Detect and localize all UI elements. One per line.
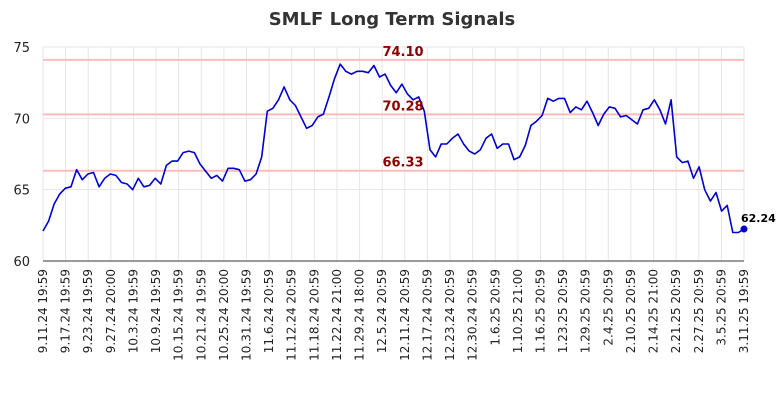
- y-tick-label: 75: [13, 41, 30, 56]
- series: [42, 63, 748, 234]
- x-tick-label: 10.25.24 20:00: [217, 269, 231, 361]
- x-tick-label: 10.31.24 19:59: [240, 269, 254, 361]
- x-tick-label: 2.10.25 20:59: [624, 269, 638, 353]
- x-tick-label: 12.30.24 20:59: [466, 269, 480, 361]
- x-tick-label: 2.4.25 20:59: [601, 269, 615, 346]
- axes: 60 65 70 75 9.11.24 19:59 9.17.24 19:59 9.23.2…: [13, 41, 751, 361]
- x-tick-label: 1.10.25 21:00: [511, 269, 525, 353]
- x-tick-label: 3.11.25 19:59: [737, 269, 751, 353]
- x-tick-label: 11.18.24 20:59: [307, 269, 321, 361]
- signal-line-label: 70.28: [382, 99, 423, 114]
- x-tick-label: 3.5.25 20:59: [714, 269, 728, 346]
- x-tick-label: 9.23.24 19:59: [81, 269, 95, 353]
- x-tick-label: 12.11.24 20:59: [398, 269, 412, 361]
- x-tick-label: 11.12.24 20:59: [285, 269, 299, 361]
- grid: [42, 46, 745, 262]
- x-tick-label: 11.6.24 20:59: [262, 269, 276, 353]
- y-tick-label: 70: [13, 112, 30, 127]
- labels: 74.10 70.28 66.33 62.24: [382, 45, 776, 225]
- signal-line-label: 66.33: [382, 156, 423, 171]
- x-tick-label: 2.27.25 20:59: [692, 269, 706, 353]
- x-tick-label: 12.23.24 20:59: [443, 269, 457, 361]
- x-tick-label: 10.3.24 19:59: [126, 269, 140, 353]
- x-tick-label: 11.29.24 18:00: [353, 269, 367, 361]
- chart-title: SMLF Long Term Signals: [269, 9, 516, 30]
- x-tick-label: 11.22.24 21:00: [330, 269, 344, 361]
- last-value-label: 62.24: [741, 212, 776, 225]
- x-tick-label: 1.23.25 20:59: [556, 269, 570, 353]
- x-tick-label: 10.15.24 19:59: [172, 269, 186, 361]
- x-tick-label: 2.21.25 20:59: [669, 269, 683, 353]
- x-tick-label: 1.29.25 20:59: [579, 269, 593, 353]
- x-tick-label: 2.14.25 21:00: [647, 269, 661, 353]
- y-tick-label: 60: [13, 255, 30, 270]
- last-value-marker: [740, 225, 748, 233]
- x-tick-label: 9.17.24 19:59: [59, 269, 73, 353]
- x-tick-label: 1.16.25 20:59: [533, 269, 547, 353]
- x-tick-label: 9.27.24 20:00: [104, 269, 118, 353]
- x-tick-label: 12.17.24 20:59: [420, 269, 434, 361]
- x-tick-label: 1.6.25 20:59: [488, 269, 502, 346]
- x-tick-label: 12.5.24 20:59: [375, 269, 389, 353]
- price-series-line: [42, 63, 745, 234]
- y-tick-label: 65: [13, 184, 30, 199]
- signal-line-label: 74.10: [382, 45, 423, 60]
- x-tick-label: 9.11.24 19:59: [36, 269, 50, 353]
- x-tick-label: 10.21.24 19:59: [194, 269, 208, 361]
- x-tick-label: 10.9.24 19:59: [149, 269, 163, 353]
- signal-lines: [43, 58, 744, 172]
